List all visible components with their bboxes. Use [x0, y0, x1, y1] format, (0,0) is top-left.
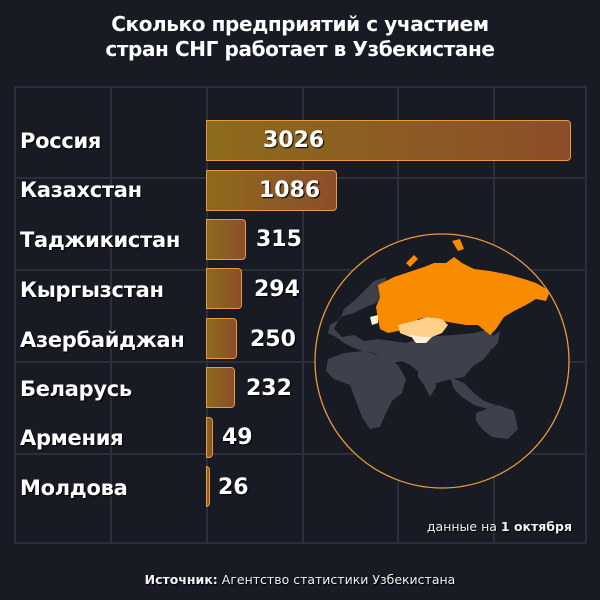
- value-kazakhstan: 1086: [259, 178, 321, 203]
- bar-kyrgyzstan: [206, 268, 242, 309]
- value-belarus: 232: [246, 376, 292, 401]
- row-label-kyrgyzstan: Кыргызстан: [20, 278, 164, 302]
- value-moldova: 26: [218, 475, 249, 500]
- row-label-tajikistan: Таджикистан: [20, 228, 181, 252]
- chart-title: Сколько предприятий с участием стран СНГ…: [0, 12, 600, 62]
- bar-armenia: [206, 417, 213, 458]
- row-label-moldova: Молдова: [20, 476, 128, 500]
- bar-belarus: [206, 367, 235, 408]
- value-kyrgyzstan: 294: [254, 277, 300, 302]
- grid-line: [206, 88, 208, 542]
- row-label-russia: Россия: [20, 129, 102, 153]
- chart-title-line-1: Сколько предприятий с участием: [111, 12, 489, 36]
- grid-line: [302, 88, 304, 542]
- bar-moldova: [206, 466, 210, 507]
- row-label-armenia: Армения: [20, 426, 124, 450]
- grid-line: [16, 453, 585, 455]
- value-russia: 3026: [263, 128, 325, 153]
- chart-title-line-2: стран СНГ работает в Узбекистане: [105, 37, 495, 61]
- bar-tajikistan: [206, 219, 246, 260]
- row-label-kazakhstan: Казахстан: [20, 178, 142, 202]
- data-date-note: данные на 1 октября: [427, 519, 572, 534]
- value-azerbaijan: 250: [250, 327, 296, 352]
- source-credit: Источник: Агентство статистики Узбекиста…: [0, 572, 600, 587]
- grid-line: [16, 361, 585, 363]
- value-armenia: 49: [222, 425, 253, 450]
- bar-russia: [206, 120, 571, 161]
- grid-line: [16, 269, 585, 271]
- row-label-belarus: Беларусь: [20, 377, 132, 401]
- value-tajikistan: 315: [256, 227, 302, 252]
- note-date: 1 октября: [500, 519, 572, 534]
- note-prefix: данные на: [426, 519, 497, 534]
- bar-kazakhstan: [206, 170, 337, 211]
- bar-azerbaijan: [206, 318, 237, 359]
- globe-map-icon: [314, 233, 570, 489]
- row-label-azerbaijan: Азербайджан: [20, 328, 185, 352]
- grid-line: [110, 88, 112, 542]
- source-label: Источник:: [144, 572, 218, 587]
- source-text: Агентство статистики Узбекистана: [221, 572, 456, 587]
